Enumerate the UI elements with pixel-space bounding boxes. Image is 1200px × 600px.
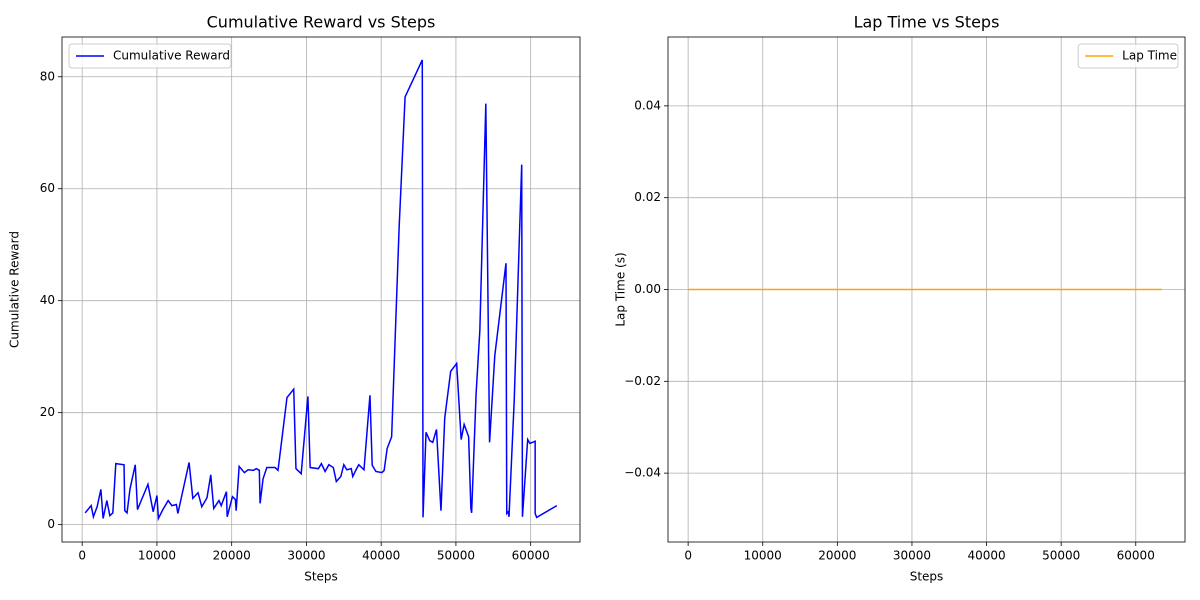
x-axis-label: Steps (304, 570, 338, 584)
x-tick-label: 50000 (1042, 549, 1080, 563)
x-tick-label: 50000 (437, 549, 475, 563)
y-tick-label: 40 (40, 293, 55, 307)
legend: Cumulative Reward (68, 43, 232, 69)
x-tick-label: 60000 (1117, 549, 1155, 563)
x-tick-label: 20000 (213, 549, 251, 563)
x-tick-label: 40000 (362, 549, 400, 563)
x-tick-label: 0 (78, 549, 86, 563)
data-line (84, 59, 558, 522)
x-tick-label: 20000 (818, 549, 856, 563)
x-tick-label: 30000 (893, 549, 931, 563)
y-axis-label: Cumulative Reward (8, 231, 22, 348)
x-tick-label: 60000 (512, 549, 550, 563)
x-tick-label: 10000 (138, 549, 176, 563)
x-tick-label: 30000 (287, 549, 325, 563)
legend-box (68, 43, 232, 69)
y-tick-label: 0 (47, 517, 55, 531)
y-tick-label: 60 (40, 181, 55, 195)
chart-title: Lap Time vs Steps (854, 13, 1000, 32)
x-tick-label: 10000 (744, 549, 782, 563)
y-axis-label: Lap Time (s) (614, 252, 628, 326)
x-tick-label: 0 (684, 549, 692, 563)
plot-frame (61, 36, 581, 543)
x-tick-label: 40000 (967, 549, 1005, 563)
y-tick-label: 20 (40, 405, 55, 419)
y-tick-label: −0.02 (624, 374, 661, 388)
chart-title: Cumulative Reward vs Steps (207, 13, 436, 32)
legend-label: Cumulative Reward (113, 49, 230, 63)
y-tick-label: 0.00 (634, 282, 661, 296)
y-tick-label: −0.04 (624, 466, 661, 480)
legend: Lap Time (1077, 43, 1179, 69)
y-tick-label: 80 (40, 69, 55, 83)
y-tick-label: 0.04 (634, 98, 661, 112)
x-axis-label: Steps (910, 570, 944, 584)
plot-frame (667, 36, 1186, 543)
legend-box (1077, 43, 1179, 69)
legend-label: Lap Time (1122, 49, 1177, 63)
y-tick-label: 0.02 (634, 190, 661, 204)
